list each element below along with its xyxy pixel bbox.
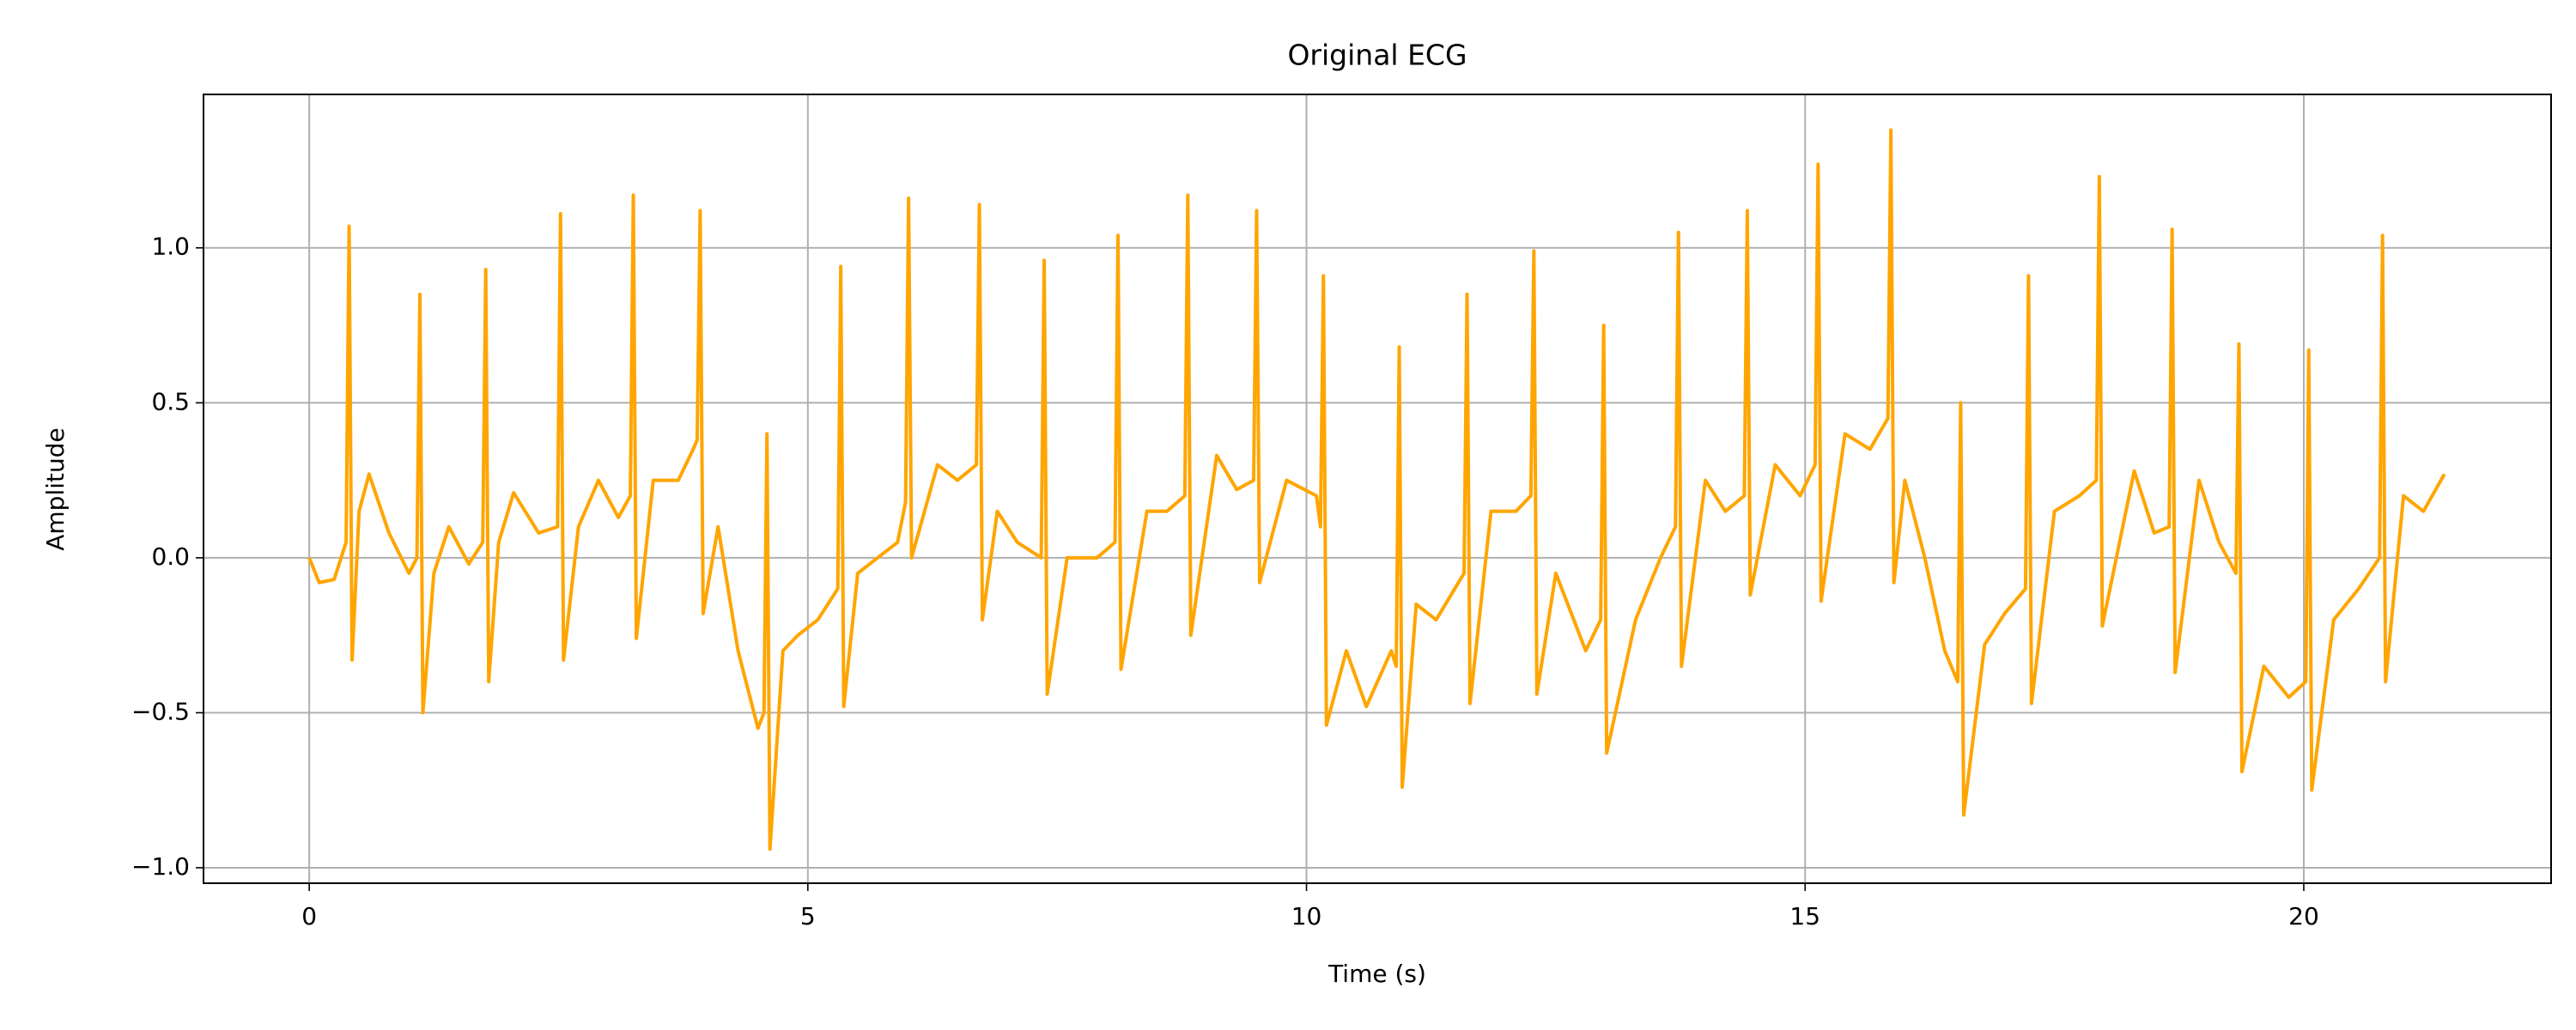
x-tick-label: 0 [301,902,317,930]
y-tick-label: 0.0 [151,542,190,571]
chart-title: Original ECG [1287,39,1467,72]
x-axis-label: Time (s) [1327,960,1426,988]
y-axis-label: Amplitude [41,427,70,551]
ecg-line [307,128,2446,851]
x-tick-label: 20 [2288,902,2319,930]
x-tick-label: 15 [1789,902,1820,930]
y-tick-label: 0.5 [151,387,190,415]
plot-frame [203,94,2552,884]
x-tick-label: 5 [800,902,816,930]
y-tick-label: −1.0 [131,852,190,881]
y-tick-label: −0.5 [131,697,190,725]
x-tick-label: 10 [1291,902,1322,930]
y-tick-label: 1.0 [151,233,190,261]
